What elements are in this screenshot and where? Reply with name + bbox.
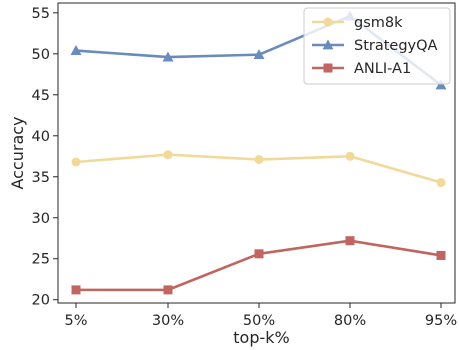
data-point-gsm8k [436, 178, 446, 188]
y-tick-label: 55 [32, 6, 50, 22]
data-point-strategyqa [253, 49, 265, 60]
data-point-strategyqa [162, 51, 174, 62]
data-point-gsm8k [163, 150, 173, 160]
y-tick-label: 40 [32, 129, 50, 145]
x-tick-label: 5% [64, 313, 87, 329]
x-tick-label: 50% [243, 313, 275, 329]
data-point-strategyqa [70, 45, 82, 55]
data-point-gsm8k [254, 155, 264, 165]
x-tick-label: 80% [334, 313, 366, 329]
y-axis-label: Accuracy [8, 116, 27, 189]
legend-label-gsm8k: gsm8k [354, 15, 403, 31]
y-tick-label: 30 [32, 211, 50, 227]
series-anli-a1 [71, 236, 446, 295]
data-point-gsm8k [71, 157, 81, 167]
y-tick-label: 25 [32, 252, 50, 268]
series-gsm8k [71, 150, 446, 188]
data-point-anli-a1 [436, 250, 446, 260]
legend-marker-anli-a1 [323, 63, 333, 73]
legend-box [303, 7, 451, 85]
legend-label-strategyqa: StrategyQA [354, 38, 438, 54]
legend: gsm8k StrategyQA ANLI-A1 [303, 7, 451, 85]
data-point-anli-a1 [254, 249, 264, 259]
plot-frame [57, 2, 456, 304]
y-tick-label: 20 [32, 293, 50, 309]
y-axis: 20 25 30 35 40 45 50 55 [32, 6, 58, 309]
legend-label-anli-a1: ANLI-A1 [354, 61, 411, 77]
legend-marker-strategyqa [322, 39, 334, 50]
x-tick-label: 30% [152, 313, 184, 329]
data-point-anli-a1 [345, 236, 355, 246]
data-point-anli-a1 [163, 285, 173, 295]
x-axis-label: top-k% [233, 328, 289, 347]
legend-marker-gsm8k [323, 17, 333, 27]
y-tick-label: 50 [32, 47, 50, 63]
data-point-gsm8k [345, 151, 355, 161]
data-point-anli-a1 [71, 285, 81, 295]
y-tick-label: 45 [32, 88, 50, 104]
x-axis: 5% 30% 50% 80% 95% [64, 303, 457, 329]
y-tick-label: 35 [32, 170, 50, 186]
x-tick-label: 95% [425, 313, 457, 329]
